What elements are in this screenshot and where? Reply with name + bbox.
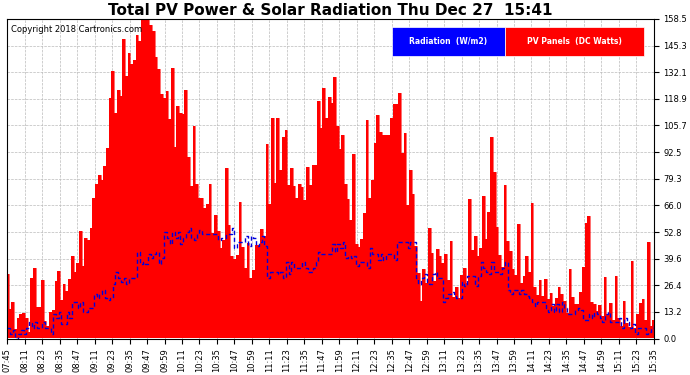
Title: Total PV Power & Solar Radiation Thu Dec 27  15:41: Total PV Power & Solar Radiation Thu Dec… [108, 3, 553, 18]
Text: Radiation  (W/m2): Radiation (W/m2) [409, 37, 488, 46]
Text: PV Panels  (DC Watts): PV Panels (DC Watts) [527, 37, 622, 46]
FancyBboxPatch shape [392, 27, 505, 56]
FancyBboxPatch shape [505, 27, 644, 56]
Text: Copyright 2018 Cartronics.com: Copyright 2018 Cartronics.com [10, 26, 141, 34]
